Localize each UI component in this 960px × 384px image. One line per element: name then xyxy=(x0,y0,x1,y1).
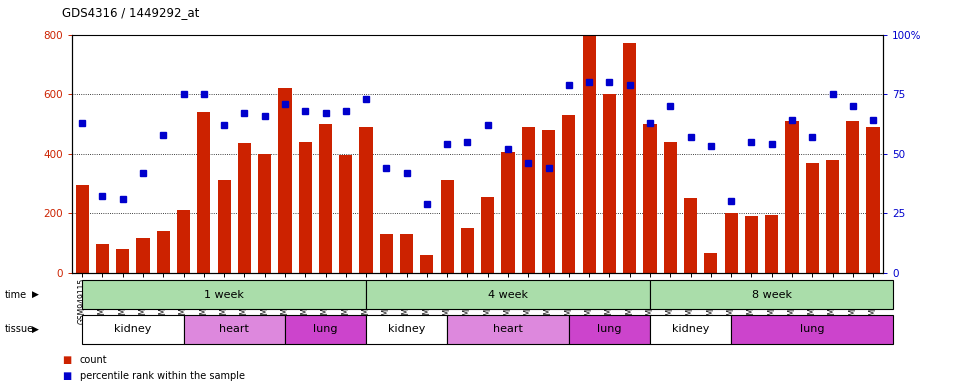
Bar xyxy=(218,180,230,273)
Bar xyxy=(420,255,434,273)
Text: kidney: kidney xyxy=(388,324,425,334)
Text: 1 week: 1 week xyxy=(204,290,244,300)
Bar xyxy=(623,43,636,273)
Text: lung: lung xyxy=(597,324,622,334)
Bar xyxy=(542,130,555,273)
Bar xyxy=(481,197,494,273)
Bar xyxy=(258,154,272,273)
Text: ▶: ▶ xyxy=(32,325,38,334)
Bar xyxy=(177,210,190,273)
Bar xyxy=(805,162,819,273)
Text: heart: heart xyxy=(493,324,523,334)
Text: heart: heart xyxy=(219,324,250,334)
Text: 4 week: 4 week xyxy=(488,290,528,300)
Bar xyxy=(96,244,109,273)
Bar xyxy=(116,249,130,273)
Bar xyxy=(197,112,210,273)
Text: ■: ■ xyxy=(62,371,72,381)
Bar xyxy=(725,213,737,273)
Text: ■: ■ xyxy=(62,355,72,365)
Bar xyxy=(846,121,859,273)
Bar xyxy=(684,198,697,273)
Bar xyxy=(745,216,758,273)
Text: lung: lung xyxy=(800,324,825,334)
Bar xyxy=(521,127,535,273)
Bar xyxy=(867,127,879,273)
Bar xyxy=(501,152,515,273)
Bar xyxy=(136,238,150,273)
Bar xyxy=(663,142,677,273)
Bar xyxy=(603,94,616,273)
Bar xyxy=(563,115,575,273)
Bar xyxy=(278,88,292,273)
Bar xyxy=(238,143,251,273)
Bar xyxy=(339,155,352,273)
Text: time: time xyxy=(5,290,27,300)
Bar xyxy=(441,180,454,273)
Text: tissue: tissue xyxy=(5,324,34,334)
Text: ▶: ▶ xyxy=(32,290,38,299)
Bar xyxy=(359,127,372,273)
Bar xyxy=(156,231,170,273)
Bar xyxy=(705,253,717,273)
Text: kidney: kidney xyxy=(114,324,152,334)
Bar xyxy=(380,234,393,273)
Text: lung: lung xyxy=(313,324,338,334)
Bar xyxy=(826,160,839,273)
Bar xyxy=(583,31,596,273)
Text: kidney: kidney xyxy=(672,324,709,334)
Bar xyxy=(643,124,657,273)
Bar xyxy=(400,234,413,273)
Bar xyxy=(319,124,332,273)
Bar xyxy=(76,185,88,273)
Text: percentile rank within the sample: percentile rank within the sample xyxy=(80,371,245,381)
Bar xyxy=(785,121,799,273)
Bar xyxy=(461,228,474,273)
Bar xyxy=(765,215,779,273)
Bar xyxy=(299,142,312,273)
Text: GDS4316 / 1449292_at: GDS4316 / 1449292_at xyxy=(62,6,200,19)
Text: 8 week: 8 week xyxy=(752,290,792,300)
Text: count: count xyxy=(80,355,108,365)
